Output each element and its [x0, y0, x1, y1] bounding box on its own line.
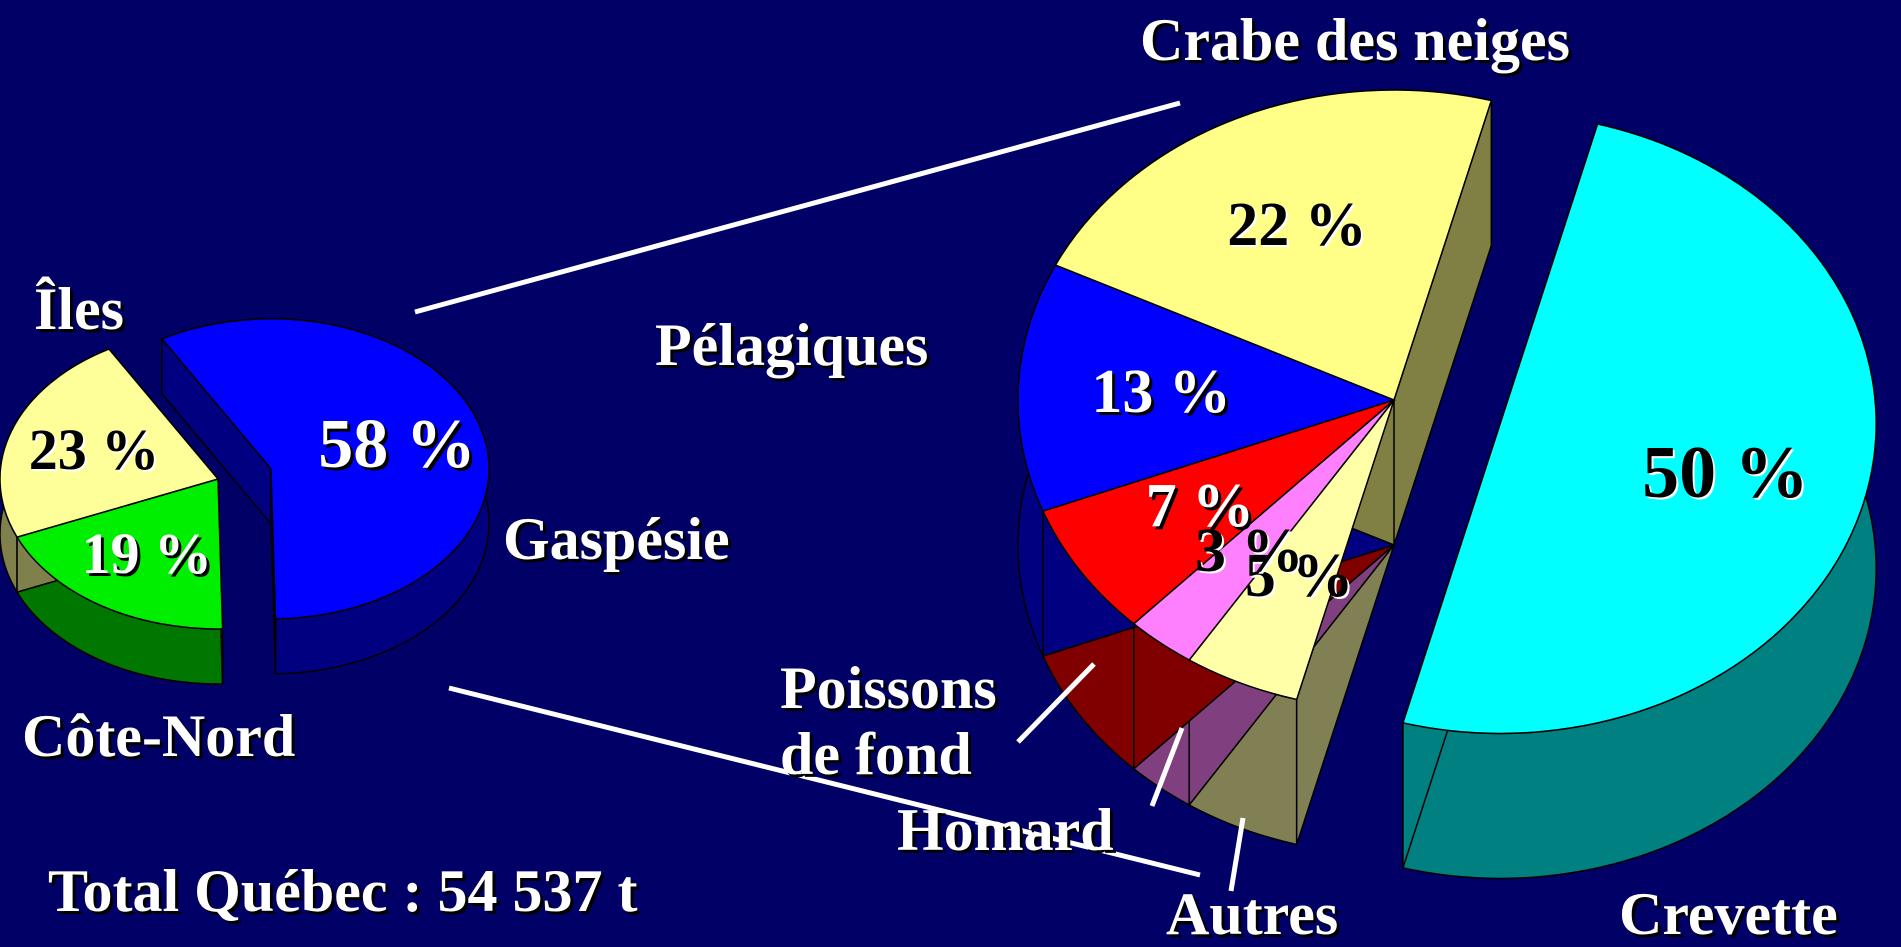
total-annotation: Total Québec : 54 537 t [48, 858, 638, 924]
value-label: 13 % [1091, 357, 1231, 426]
value-label: 50 % [1642, 432, 1809, 515]
pie-slice [160, 318, 490, 620]
category-label: Homard [897, 797, 1114, 863]
leader-line [1016, 662, 1096, 744]
connectors [414, 100, 1246, 892]
category-label: Autres [1166, 881, 1339, 947]
category-label: Crabe des neiges [1140, 7, 1570, 73]
pie-slice [15, 478, 224, 630]
category-label: Gaspésie [503, 506, 730, 572]
leader-line [1149, 727, 1185, 807]
value-label: 5 % [1244, 541, 1354, 610]
leader-line [1228, 817, 1246, 892]
connector-line [414, 100, 1181, 315]
connector-line [448, 685, 1201, 878]
pie-slice [0, 348, 220, 539]
pie-slice [1054, 89, 1493, 401]
category-label: Îles [34, 276, 124, 342]
value-label: 7 % [1145, 472, 1255, 541]
value-label: 58 % [318, 405, 476, 483]
value-label: 3 % [1194, 516, 1304, 585]
category-label: Poissons de fond [780, 655, 997, 787]
value-label: 23 % [28, 417, 160, 483]
value-label: 22 % [1227, 191, 1367, 260]
category-label: Crevette [1619, 881, 1838, 947]
pie-slice [1017, 264, 1397, 513]
value-label: 19 % [81, 521, 213, 587]
category-label: Côte-Nord [22, 703, 296, 769]
category-label: Pélagiques [655, 312, 929, 378]
pie-slice [1401, 123, 1877, 735]
pie-slice [1041, 399, 1395, 625]
